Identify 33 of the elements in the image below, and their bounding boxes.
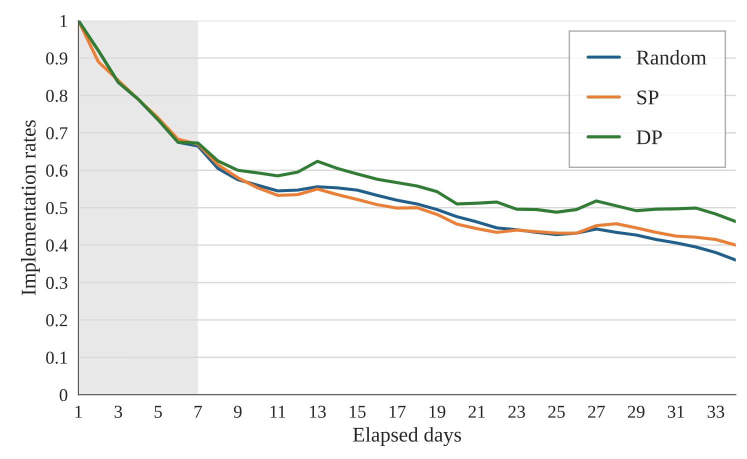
y-tick-label: 0.9	[46, 52, 68, 65]
x-tick-label: 31	[668, 406, 684, 418]
legend-label: SP	[637, 90, 658, 104]
x-tick-label: 23	[508, 406, 525, 418]
y-tick-label: 0.5	[46, 202, 68, 214]
x-tick-label: 9	[234, 406, 242, 418]
y-tick-label: 0.3	[46, 276, 68, 290]
legend-label: DP	[636, 130, 662, 144]
x-tick-label: 27	[588, 406, 605, 418]
y-tick-label: 0.6	[46, 164, 68, 177]
y-tick-label: 0.7	[46, 127, 68, 140]
x-tick-label: 33	[708, 406, 724, 418]
x-tick-label: 13	[310, 406, 326, 418]
x-tick-label: 21	[468, 406, 485, 418]
x-tick-label: 17	[390, 406, 406, 418]
y-tick-label: 0.1	[46, 352, 67, 364]
y-tick-label: 0.8	[46, 90, 68, 102]
y-axis-title: Implementation rates	[21, 120, 40, 296]
x-axis-title: Elapsed days	[353, 427, 462, 446]
x-tick-label: 1	[76, 406, 82, 418]
x-tick-label: 5	[154, 406, 162, 418]
x-tick-label: 25	[548, 406, 565, 418]
x-tick-label: 15	[350, 406, 366, 418]
y-tick-label: 0.2	[46, 314, 68, 326]
x-tick-label: 7	[194, 406, 202, 418]
x-tick-label: 11	[270, 406, 286, 418]
y-tick-label: 1	[60, 15, 67, 27]
legend-label: Random	[636, 50, 706, 65]
y-tick-label: 0	[60, 388, 68, 402]
x-tick-label: 19	[430, 406, 446, 418]
y-tick-label: 0.4	[46, 239, 68, 252]
x-tick-label: 29	[628, 406, 644, 418]
x-tick-label: 3	[114, 406, 122, 418]
